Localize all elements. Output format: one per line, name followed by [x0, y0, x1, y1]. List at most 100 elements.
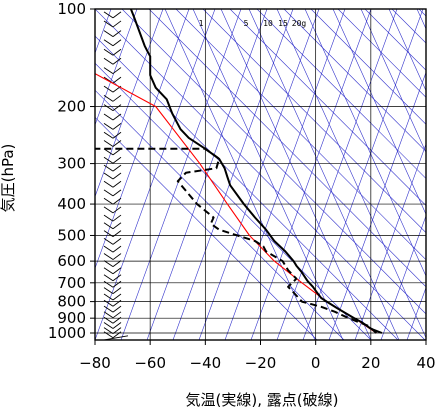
wind-barb-flag: [112, 148, 122, 156]
wind-barb-flag: [112, 274, 122, 282]
dry-adiabat-line: [95, 9, 138, 126]
isotherm-line: [337, 9, 426, 98]
wind-barb-flag: [112, 280, 122, 288]
x-axis-ticks: −80 −60 −40 −20 0 20 40: [79, 340, 436, 372]
wind-barb-staff: [103, 30, 114, 38]
isotherm-line: [95, 35, 399, 340]
dry-adiabat-line: [354, 143, 426, 340]
dry-adiabat-line: [302, 9, 424, 340]
wind-barb-flag: [112, 172, 122, 180]
wind-barb-staff: [103, 156, 114, 164]
mixing-ratio-labels: 1 5 10 15 20g: [199, 19, 307, 28]
wind-barb-flag: [112, 305, 122, 313]
x-tick-label: −20: [245, 354, 277, 372]
wind-barb-staff: [103, 274, 114, 282]
isotherm-line: [121, 9, 426, 315]
wind-barb-staff: [103, 11, 114, 19]
wind-barb-staff: [103, 180, 114, 188]
x-tick-label: 0: [311, 354, 321, 372]
wind-barb-flag: [112, 57, 122, 65]
wind-barb: [103, 327, 122, 334]
wind-barb: [103, 222, 122, 230]
dry-adiabat-line: [328, 71, 426, 340]
wind-barb: [103, 197, 122, 205]
sounding-series: [95, 9, 383, 334]
y-tick-label: 1000: [48, 324, 86, 342]
wind-barb: [103, 164, 122, 172]
wind-barb: [103, 260, 122, 267]
wind-barb: [103, 305, 122, 313]
wind-barb: [103, 140, 122, 147]
wind-barb-flag: [112, 267, 122, 275]
dry-adiabat-line: [95, 9, 216, 340]
dry-adiabat-line: [95, 9, 190, 270]
isotherm-line: [364, 9, 426, 71]
mixing-ratio-label: 10: [263, 19, 273, 28]
dewpoint-line: [95, 147, 378, 334]
mixing-ratio-label: 5: [244, 19, 249, 28]
wind-barb: [103, 267, 122, 275]
wind-barb: [103, 237, 122, 245]
wind-barb-staff: [103, 322, 114, 329]
wind-barb-staff: [103, 113, 114, 121]
y-tick-label: 600: [57, 252, 86, 270]
wind-barb: [103, 311, 122, 319]
mixing-ratio-label: 1: [199, 19, 204, 28]
wind-barb-flag: [112, 293, 122, 301]
wind-barb-flag: [112, 113, 122, 121]
wind-barb-flag: [112, 67, 122, 74]
wind-barb-staff: [103, 148, 114, 156]
wind-barb-flag: [112, 316, 122, 324]
wind-barb-staff: [103, 230, 114, 237]
isotherm-line: [229, 9, 426, 207]
x-tick-label: −60: [134, 354, 166, 372]
wind-barb-flag: [112, 189, 122, 197]
wind-barb-staff: [103, 48, 114, 56]
wind-barb-staff: [103, 206, 114, 214]
dry-adiabat-line: [198, 9, 320, 340]
mixing-ratio-label: 15: [278, 19, 288, 28]
wind-barb-staff: [103, 287, 114, 294]
wind-barb: [103, 48, 122, 56]
wind-barb-flag: [112, 156, 122, 164]
wind-barb-flag: [112, 76, 122, 84]
wind-barb-flag: [112, 180, 122, 188]
wind-barb-staff: [103, 104, 114, 112]
wind-barb-flag: [112, 104, 122, 111]
x-tick-label: 20: [361, 354, 380, 372]
wind-barb: [103, 104, 122, 112]
y-tick-label: 300: [57, 155, 86, 173]
wind-barbs: [103, 11, 129, 340]
mixing-ratio-line: [332, 9, 426, 215]
wind-barb-flag: [112, 94, 122, 102]
dry-adiabat-line: [95, 9, 164, 198]
wind-barb-staff: [103, 299, 114, 307]
wind-barb: [103, 94, 122, 102]
wind-barb: [103, 30, 122, 38]
dry-adiabat-line: [276, 9, 398, 340]
wind-barb-flag: [112, 230, 122, 237]
wind-barb-staff: [103, 245, 114, 253]
temperature-line: [129, 9, 383, 334]
dry-adiabat-line: [380, 214, 426, 340]
wind-barb-staff: [103, 57, 114, 65]
x-tick-label: −80: [79, 354, 111, 372]
wind-barb-staff: [103, 85, 114, 93]
wind-barb-flag: [112, 39, 122, 47]
wind-barb-flag: [112, 11, 122, 19]
wind-barb-staff: [103, 172, 114, 180]
mixing-ratio-line: [388, 9, 426, 92]
mixing-ratio-line: [276, 9, 426, 339]
wind-barb-flag: [112, 197, 122, 205]
wind-barb-staff: [103, 260, 114, 267]
wind-barb: [103, 172, 122, 180]
wind-barb-flag: [112, 140, 122, 147]
wind-barb-staff: [103, 293, 114, 301]
wind-barb-staff: [103, 331, 114, 339]
wind-barb: [103, 39, 122, 47]
wind-barb: [103, 20, 122, 28]
mixing-ratio-line: [304, 9, 426, 277]
isotherm-line: [175, 9, 426, 261]
y-tick-label: 900: [57, 309, 86, 327]
wind-barb: [103, 293, 122, 301]
